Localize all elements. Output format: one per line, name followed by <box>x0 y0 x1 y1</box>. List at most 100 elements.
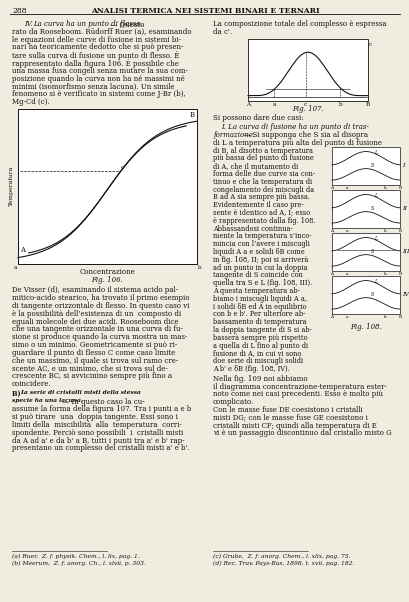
Text: scente AC, e un minimo, che si trova sul de-: scente AC, e un minimo, che si trova sul… <box>12 364 167 373</box>
Text: in fig. 108, II; poi si arriverà: in fig. 108, II; poi si arriverà <box>213 256 308 264</box>
Text: c: c <box>121 165 124 170</box>
Text: fenomeno si è verificato in sistemi come J-Br (b),: fenomeno si è verificato in sistemi come… <box>12 90 185 98</box>
Text: che un massimo, il quale si trova sul ramo cre-: che un massimo, il quale si trova sul ra… <box>12 356 178 365</box>
Text: B: B <box>398 272 401 276</box>
Text: L: L <box>373 279 377 284</box>
Text: S: S <box>370 291 373 297</box>
Text: B: B <box>398 185 401 190</box>
Text: le equazioni delle curve di fusione in sistemi bi-: le equazioni delle curve di fusione in s… <box>12 36 180 43</box>
Text: spondente. Perciò sono possibili  i  cristalli misti: spondente. Perciò sono possibili i crist… <box>12 429 183 437</box>
Text: S: S <box>370 249 373 253</box>
Bar <box>18 109 196 264</box>
Text: forma delle due curve sia con-: forma delle due curve sia con- <box>213 170 315 178</box>
Bar <box>331 190 399 228</box>
Text: Concentrazione: Concentrazione <box>79 268 135 276</box>
Text: B): B) <box>12 390 23 398</box>
Text: ANALISI TERMICA NEI SISTEMI BINARI E TERNARI: ANALISI TERMICA NEI SISTEMI BINARI E TER… <box>90 7 319 15</box>
Text: quella tra S e L (fig. 108, III).: quella tra S e L (fig. 108, III). <box>213 279 312 287</box>
Text: IV.: IV. <box>24 20 35 28</box>
Text: A: A <box>245 102 249 107</box>
Text: S: S <box>370 163 373 167</box>
Text: crescente BC, si avvicinino sempre più fino a: crescente BC, si avvicinino sempre più f… <box>12 372 172 380</box>
Text: la doppia tangente di S si ab-: la doppia tangente di S si ab- <box>213 326 311 334</box>
Text: b: b <box>383 315 385 318</box>
Text: b: b <box>383 229 385 232</box>
Text: S: S <box>370 206 373 211</box>
Text: tangente di S coincide con: tangente di S coincide con <box>213 272 302 279</box>
Text: più bassa del punto di fusione: più bassa del punto di fusione <box>213 154 313 163</box>
Text: L: L <box>373 193 377 198</box>
Text: A: A <box>330 315 333 318</box>
Text: I: I <box>401 163 404 168</box>
Text: — In questo caso la cu-: — In questo caso la cu- <box>60 397 144 406</box>
Text: Mg-Cd (c).: Mg-Cd (c). <box>12 98 49 106</box>
Text: Nella fig. 109 noi abbiamo: Nella fig. 109 noi abbiamo <box>213 375 307 383</box>
Text: una massa fusa congeli senza mutare la sua com-: una massa fusa congeli senza mutare la s… <box>12 67 187 75</box>
Text: (b) Meerum,  Z. f. anorg. Ch., l. xlvii, p. 303.: (b) Meerum, Z. f. anorg. Ch., l. xlvii, … <box>12 561 146 566</box>
Text: Fig. 108.: Fig. 108. <box>349 323 381 330</box>
Text: limiti della  miscibilità  alla  temperatura  corri-: limiti della miscibilità alla temperatur… <box>12 421 181 429</box>
Text: si può tirare  una  doppia tangente. Essi sono i: si può tirare una doppia tangente. Essi … <box>12 413 178 421</box>
Text: cristalli misti CF; quindi alla temperatura di E: cristalli misti CF; quindi alla temperat… <box>213 421 376 430</box>
Text: biamo i miscugli liquidi A a,: biamo i miscugli liquidi A a, <box>213 295 306 303</box>
Text: assume la forma della figura 107. Tra i punti a e b: assume la forma della figura 107. Tra i … <box>12 405 191 414</box>
Text: Evidentemente il caso pre-: Evidentemente il caso pre- <box>213 201 303 209</box>
Text: specie ha una lacuna.: specie ha una lacuna. <box>12 397 83 403</box>
Text: III: III <box>401 249 409 254</box>
Text: mente la temperatura s’inco-: mente la temperatura s’inco- <box>213 232 311 240</box>
Text: a: a <box>345 315 347 318</box>
Text: La composizione totale del complesso è espressa: La composizione totale del complesso è e… <box>213 20 386 28</box>
Text: b: b <box>198 265 201 270</box>
Text: eguali molecole dei due acidi. Rooseboom dice: eguali molecole dei due acidi. Rooseboom… <box>12 318 178 326</box>
Text: b: b <box>338 102 342 107</box>
Text: A: A <box>330 185 333 190</box>
Text: B: B <box>398 315 401 318</box>
Text: fusione di A, in cui vi sono: fusione di A, in cui vi sono <box>213 349 301 358</box>
Text: presentano un complesso dei cristalli misti a' e b'.: presentano un complesso dei cristalli mi… <box>12 444 189 452</box>
Text: congelamento dei miscugli da: congelamento dei miscugli da <box>213 185 313 194</box>
Text: tinuo e che la temperatura di: tinuo e che la temperatura di <box>213 178 311 186</box>
Text: L: L <box>373 236 377 241</box>
Text: i solidi δB ed A in equilibrio: i solidi δB ed A in equilibrio <box>213 303 306 311</box>
Text: rappresentato dalla figura 106. È possibile che: rappresentato dalla figura 106. È possib… <box>12 59 178 68</box>
Text: guardare il punto di flesso C come caso limite: guardare il punto di flesso C come caso … <box>12 349 175 357</box>
Text: il diagramma concentrazione-temperatura ester-: il diagramma concentrazione-temperatura … <box>213 383 386 391</box>
Text: complicato.: complicato. <box>213 398 254 406</box>
Text: (a) Ruer,  Z. f. physik. Chem., l. lix, pag. 1.: (a) Ruer, Z. f. physik. Chem., l. lix, p… <box>12 554 139 559</box>
Text: ad un punto in cui la doppia: ad un punto in cui la doppia <box>213 264 307 272</box>
Text: che una tangente orizzontale in una curva di fu-: che una tangente orizzontale in una curv… <box>12 326 182 334</box>
Text: A questa temperatura ab-: A questa temperatura ab- <box>213 287 299 295</box>
Text: mitico-acido stearico, ha trovato il primo esempio: mitico-acido stearico, ha trovato il pri… <box>12 294 189 302</box>
Text: b: b <box>383 185 385 190</box>
Text: — Questo: — Questo <box>108 20 144 28</box>
Text: Fig. 106.: Fig. 106. <box>91 276 123 284</box>
Bar <box>247 39 367 101</box>
Bar <box>331 147 399 185</box>
Text: Con le masse fuse DE coesistono i cristalli: Con le masse fuse DE coesistono i crista… <box>213 406 362 414</box>
Text: A b' e δB (fig. 108, IV).: A b' e δB (fig. 108, IV). <box>213 365 289 373</box>
Text: tare sulla curva di fusione un punto di flesso. È: tare sulla curva di fusione un punto di … <box>12 51 179 60</box>
Text: doe serie di miscugli solidi: doe serie di miscugli solidi <box>213 357 302 365</box>
Text: di B, al disotto a temperatura: di B, al disotto a temperatura <box>213 147 312 155</box>
Text: a: a <box>345 272 347 276</box>
Text: è la possibilità dell’esistenza di un  composto di: è la possibilità dell’esistenza di un co… <box>12 310 181 318</box>
Text: A: A <box>330 229 333 232</box>
Text: b: b <box>383 272 385 276</box>
Text: Abbassandosi continua-: Abbassandosi continua- <box>213 225 292 232</box>
Text: c: c <box>368 42 371 46</box>
Text: simo o un minimo. Geometricamente si può ri-: simo o un minimo. Geometricamente si può… <box>12 341 177 349</box>
Text: di tangente orizzontale di flesso. In questo caso vi: di tangente orizzontale di flesso. In qu… <box>12 302 189 310</box>
Text: De Visser (d), esaminando il sistema acido pal-: De Visser (d), esaminando il sistema aci… <box>12 287 178 294</box>
Text: (c) Grube,  Z. f. anorg. Chem., l. xlix, pag. 75.: (c) Grube, Z. f. anorg. Chem., l. xlix, … <box>213 554 350 559</box>
Text: formazione.: formazione. <box>213 131 254 139</box>
Text: liquidi A a e solidi δB come: liquidi A a e solidi δB come <box>213 248 304 256</box>
Text: noto come nei casi precedenti. Esso è molto più: noto come nei casi precedenti. Esso è mo… <box>213 391 382 399</box>
Text: I. La curva di fusione ha un punto di tras-: I. La curva di fusione ha un punto di tr… <box>220 123 368 131</box>
Text: a: a <box>13 265 17 270</box>
Bar <box>331 232 399 271</box>
Text: c: c <box>303 102 306 107</box>
Text: di A, che il mutamento di: di A, che il mutamento di <box>213 162 297 170</box>
Text: B: B <box>398 229 401 232</box>
Text: 288: 288 <box>12 7 27 15</box>
Text: coincidere.: coincidere. <box>12 380 52 388</box>
